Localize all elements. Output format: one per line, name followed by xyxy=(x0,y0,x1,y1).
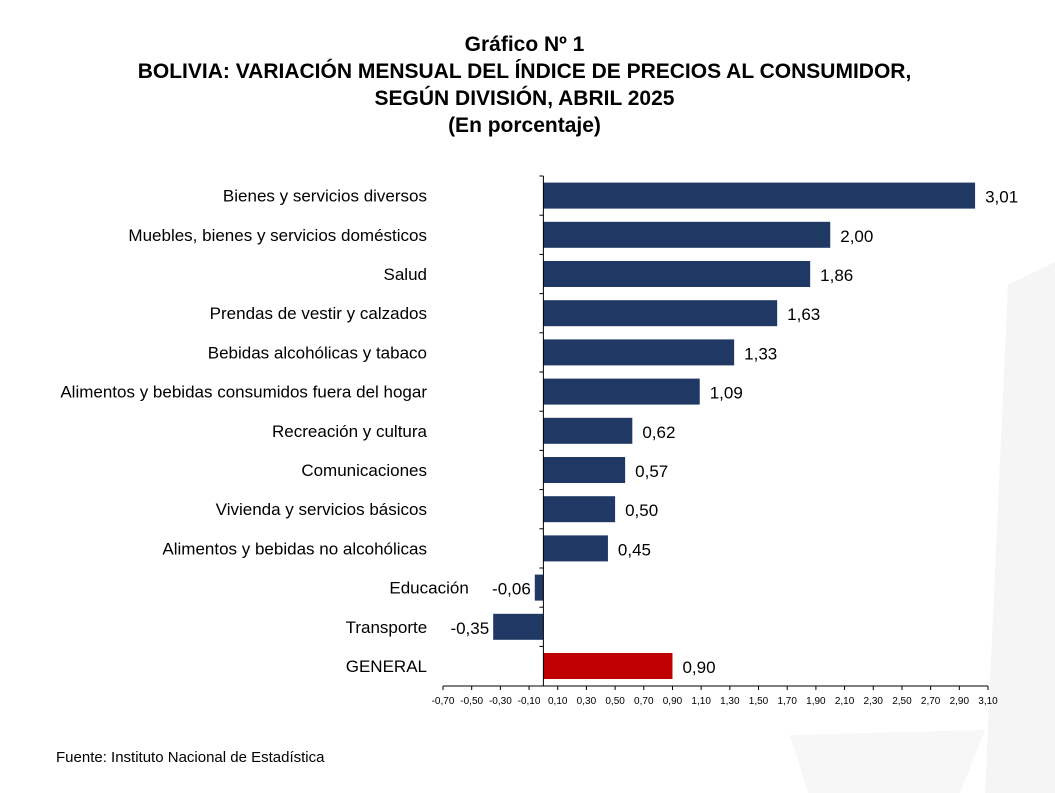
data-label: 1,33 xyxy=(744,344,777,363)
tick-label: -0,70 xyxy=(432,696,455,707)
chart-titles: Gráfico Nº 1 BOLIVIA: VARIACIÓN MENSUAL … xyxy=(0,31,1049,139)
bar-3 xyxy=(543,300,778,327)
bar-7 xyxy=(543,457,626,483)
bar-1 xyxy=(543,221,831,248)
tick-label: 2,90 xyxy=(950,696,970,707)
category-label: Transporte xyxy=(346,618,428,637)
tick-label: 0,10 xyxy=(548,696,568,707)
tick-label: 1,30 xyxy=(720,696,740,707)
data-label: 1,86 xyxy=(820,266,853,285)
chart-subtitle-line1: BOLIVIA: VARIACIÓN MENSUAL DEL ÍNDICE DE… xyxy=(137,60,912,83)
data-label: 0,50 xyxy=(625,501,658,520)
category-label: Vivienda y servicios básicos xyxy=(216,500,427,519)
category-label: Alimentos y bebidas no alcohólicas xyxy=(162,539,427,558)
category-label: Muebles, bienes y servicios domésticos xyxy=(128,226,427,245)
category-label: Bebidas alcohólicas y tabaco xyxy=(208,343,427,362)
tick-label: 2,10 xyxy=(835,696,855,707)
category-label: Prendas de vestir y calzados xyxy=(210,304,427,323)
tick-label: 0,90 xyxy=(663,696,683,707)
data-label: 2,00 xyxy=(840,227,873,246)
bar-9 xyxy=(543,535,608,562)
bar-8 xyxy=(543,496,616,523)
tick-label: 1,70 xyxy=(777,696,797,707)
category-label: Educación xyxy=(389,579,468,598)
bar-10 xyxy=(534,574,544,601)
category-label: Recreación y cultura xyxy=(272,422,428,441)
tick-label: 1,10 xyxy=(691,696,711,707)
tick-label: 2,70 xyxy=(921,696,941,707)
category-label: Bienes y servicios diversos xyxy=(223,187,427,206)
category-label: Salud xyxy=(384,265,427,284)
bar-0 xyxy=(543,182,976,209)
bar-12 xyxy=(543,653,673,679)
bar-4 xyxy=(543,339,735,366)
data-label: 3,01 xyxy=(985,188,1018,207)
tick-label: -0,10 xyxy=(518,696,541,707)
data-label: -0,06 xyxy=(492,580,531,599)
category-label: Comunicaciones xyxy=(301,461,427,480)
chart-title: Gráfico Nº 1 xyxy=(464,33,585,56)
data-label: 0,62 xyxy=(642,423,675,442)
data-label: -0,35 xyxy=(450,619,489,638)
data-label: 0,45 xyxy=(618,540,651,559)
bar-5 xyxy=(543,378,700,405)
tick-label: 2,50 xyxy=(892,696,912,707)
tick-label: 1,90 xyxy=(806,696,826,707)
tick-label: 0,50 xyxy=(605,696,625,707)
bar-11 xyxy=(493,613,544,640)
data-label: 1,09 xyxy=(710,384,743,403)
tick-label: 2,30 xyxy=(864,696,884,707)
category-label: Alimentos y bebidas consumidos fuera del… xyxy=(60,383,427,402)
data-label: 0,57 xyxy=(635,462,668,481)
chart-subtitle-line2: SEGÚN DIVISIÓN, ABRIL 2025 xyxy=(374,87,675,110)
tick-label: 0,30 xyxy=(577,696,597,707)
bar-6 xyxy=(543,417,633,444)
source-note: Fuente: Instituto Nacional de Estadístic… xyxy=(56,749,325,766)
data-label: 1,63 xyxy=(787,305,820,324)
tick-label: 3,10 xyxy=(978,696,998,707)
tick-label: -0,30 xyxy=(489,696,512,707)
bar-2 xyxy=(543,261,811,287)
tick-label: -0,50 xyxy=(460,696,483,707)
chart-units: (En porcentaje) xyxy=(448,114,601,137)
tick-label: 1,50 xyxy=(749,696,769,707)
category-label: GENERAL xyxy=(346,657,427,676)
tick-label: 0,70 xyxy=(634,696,654,707)
data-label: 0,90 xyxy=(682,658,715,677)
